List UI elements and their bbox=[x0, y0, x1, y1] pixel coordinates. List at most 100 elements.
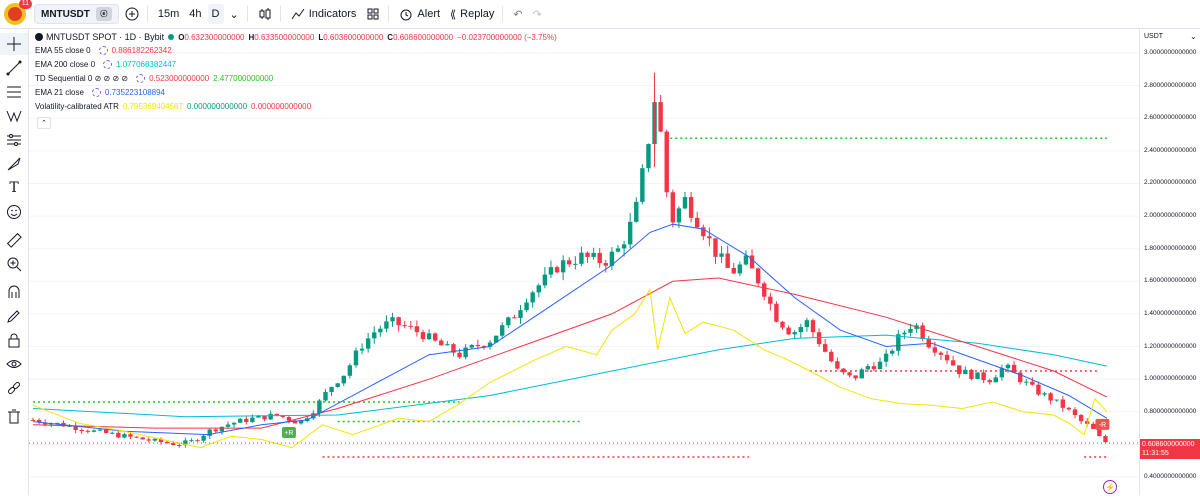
indicator-legend-ema55[interactable]: EMA 55 close 0 0.886182262342 bbox=[35, 46, 176, 55]
candle-down bbox=[79, 430, 84, 432]
lock-icon bbox=[8, 333, 20, 348]
axis-currency: USDT bbox=[1144, 33, 1164, 40]
text-tool[interactable]: T bbox=[0, 177, 28, 199]
candle-down bbox=[1097, 428, 1102, 437]
pattern-tool[interactable] bbox=[0, 105, 28, 127]
candle-up bbox=[621, 244, 627, 249]
crosshair-tool[interactable] bbox=[0, 33, 28, 55]
ema55-line bbox=[32, 277, 1108, 429]
candle-up bbox=[536, 285, 541, 293]
candle-down bbox=[164, 442, 170, 444]
collapse-legend-button[interactable]: ⌃ bbox=[37, 117, 51, 129]
text-icon: T bbox=[9, 180, 19, 196]
candle-up bbox=[896, 334, 901, 351]
redo-button[interactable]: ↷ bbox=[529, 4, 546, 24]
notification-badge: 11 bbox=[18, 0, 32, 9]
candle-down bbox=[158, 438, 164, 443]
indicator-legend-ema200[interactable]: EMA 200 close 0 1.077068382447 bbox=[35, 60, 180, 69]
plus-circle-icon bbox=[125, 7, 139, 21]
candle-down bbox=[420, 332, 426, 340]
brush-tool[interactable] bbox=[0, 153, 28, 175]
grid-icon bbox=[367, 8, 379, 20]
interval-dropdown-button[interactable]: ⌄ bbox=[226, 4, 243, 24]
candle-down bbox=[457, 352, 462, 358]
pencil-lock-icon bbox=[7, 310, 20, 323]
interval-1d[interactable]: D bbox=[207, 4, 224, 24]
candle-down bbox=[244, 418, 249, 423]
indicator-legend-td-sequential[interactable]: TD Sequential 0 ⊘ ⊘ ⊘ ⊘ 0.523000000000 2… bbox=[35, 74, 277, 83]
settings-gear-icon[interactable] bbox=[91, 88, 101, 97]
price-axis[interactable]: USDT ⌄ 3.0000000000000 2.8000000000000 2.6… bbox=[1139, 29, 1200, 495]
candle-up bbox=[463, 347, 468, 358]
fib-tool[interactable] bbox=[0, 81, 28, 103]
chart-pane[interactable]: +R -R MNTUSDT SPOT · 1D · Bybit O0.632300… bbox=[29, 29, 1139, 495]
lock-drawings-tool[interactable] bbox=[0, 329, 28, 351]
candle-up bbox=[500, 325, 505, 336]
axis-menu-icon[interactable]: ⌄ bbox=[1190, 32, 1197, 41]
alert-button[interactable]: Alert bbox=[395, 4, 444, 24]
settings-gear-icon[interactable] bbox=[103, 60, 113, 69]
candle-down bbox=[853, 375, 858, 379]
candle-down bbox=[786, 327, 791, 335]
candle-up bbox=[317, 400, 322, 414]
zoom-tool[interactable] bbox=[0, 253, 28, 275]
emoji-tool[interactable] bbox=[0, 201, 28, 223]
symbol-search-button[interactable]: MNTUSDT ⓔ bbox=[34, 4, 119, 24]
candle-up bbox=[518, 310, 523, 319]
trendline-tool[interactable] bbox=[0, 57, 28, 79]
price-chart[interactable]: +R -R bbox=[29, 29, 1139, 495]
axis-tick-label: 1.0000000000000 bbox=[1144, 375, 1197, 383]
remove-drawings-tool[interactable] bbox=[0, 405, 28, 427]
buy-marker-box bbox=[281, 426, 296, 438]
candle-up bbox=[189, 440, 194, 442]
indicator-legend-ema21[interactable]: EMA 21 close 0.735223108894 bbox=[35, 88, 169, 97]
indicator-legend-atr[interactable]: Volatility-calibrated ATR 0.795369404567… bbox=[35, 102, 315, 111]
alert-label: Alert bbox=[417, 8, 441, 20]
candle-down bbox=[140, 437, 145, 440]
ohlc-open-value: 0.632300000000 bbox=[184, 32, 245, 42]
indicators-button[interactable]: Indicators bbox=[287, 4, 361, 24]
brush-icon bbox=[7, 157, 21, 171]
candle-up bbox=[506, 317, 511, 326]
user-avatar[interactable]: 11 bbox=[4, 0, 32, 25]
lightning-icon[interactable]: ⚡ bbox=[1103, 480, 1117, 494]
candle-up bbox=[1005, 364, 1011, 369]
magnet-tool[interactable] bbox=[0, 281, 28, 303]
indicator-name: EMA 55 close 0 bbox=[35, 46, 91, 55]
ema21-line bbox=[32, 223, 1108, 436]
undo-button[interactable]: ↶ bbox=[509, 4, 526, 24]
chart-type-button[interactable] bbox=[254, 4, 276, 24]
candle-up bbox=[737, 264, 743, 274]
candle-down bbox=[475, 344, 481, 347]
candle-down bbox=[780, 321, 785, 328]
settings-gear-icon[interactable] bbox=[136, 74, 146, 83]
last-price-value: 0.608600000000 bbox=[1142, 440, 1195, 448]
ruler-tool[interactable] bbox=[0, 229, 28, 251]
replay-button[interactable]: ⟪ Replay bbox=[446, 4, 498, 24]
candle-countdown: 11:31:55 bbox=[1142, 449, 1169, 457]
stay-drawing-tool[interactable] bbox=[0, 305, 28, 327]
interval-4h[interactable]: 4h bbox=[189, 8, 202, 20]
indicator-value: 0.000000000000 bbox=[251, 102, 312, 111]
indicator-name: EMA 21 close bbox=[35, 88, 84, 97]
candle-up bbox=[591, 252, 596, 257]
interval-15m[interactable]: 15m bbox=[157, 8, 180, 20]
candle-up bbox=[372, 332, 377, 339]
candle-down bbox=[950, 360, 956, 366]
templates-button[interactable] bbox=[362, 4, 384, 24]
candle-down bbox=[103, 429, 109, 434]
prediction-tool[interactable] bbox=[0, 129, 28, 151]
market-open-dot bbox=[168, 34, 175, 40]
candle-down bbox=[134, 436, 139, 438]
candle-down bbox=[128, 434, 133, 437]
candle-down bbox=[731, 267, 736, 274]
candle-down bbox=[969, 369, 974, 379]
undo-icon: ↶ bbox=[513, 8, 523, 21]
axis-tick-label: 1.4000000000000 bbox=[1144, 309, 1197, 317]
link-tool[interactable] bbox=[0, 377, 28, 399]
settings-gear-icon[interactable] bbox=[98, 46, 108, 55]
candle-up bbox=[359, 348, 365, 351]
add-symbol-button[interactable] bbox=[121, 4, 143, 24]
axis-tick-label: 0.8000000000000 bbox=[1144, 407, 1197, 415]
hide-drawings-tool[interactable] bbox=[0, 353, 28, 375]
